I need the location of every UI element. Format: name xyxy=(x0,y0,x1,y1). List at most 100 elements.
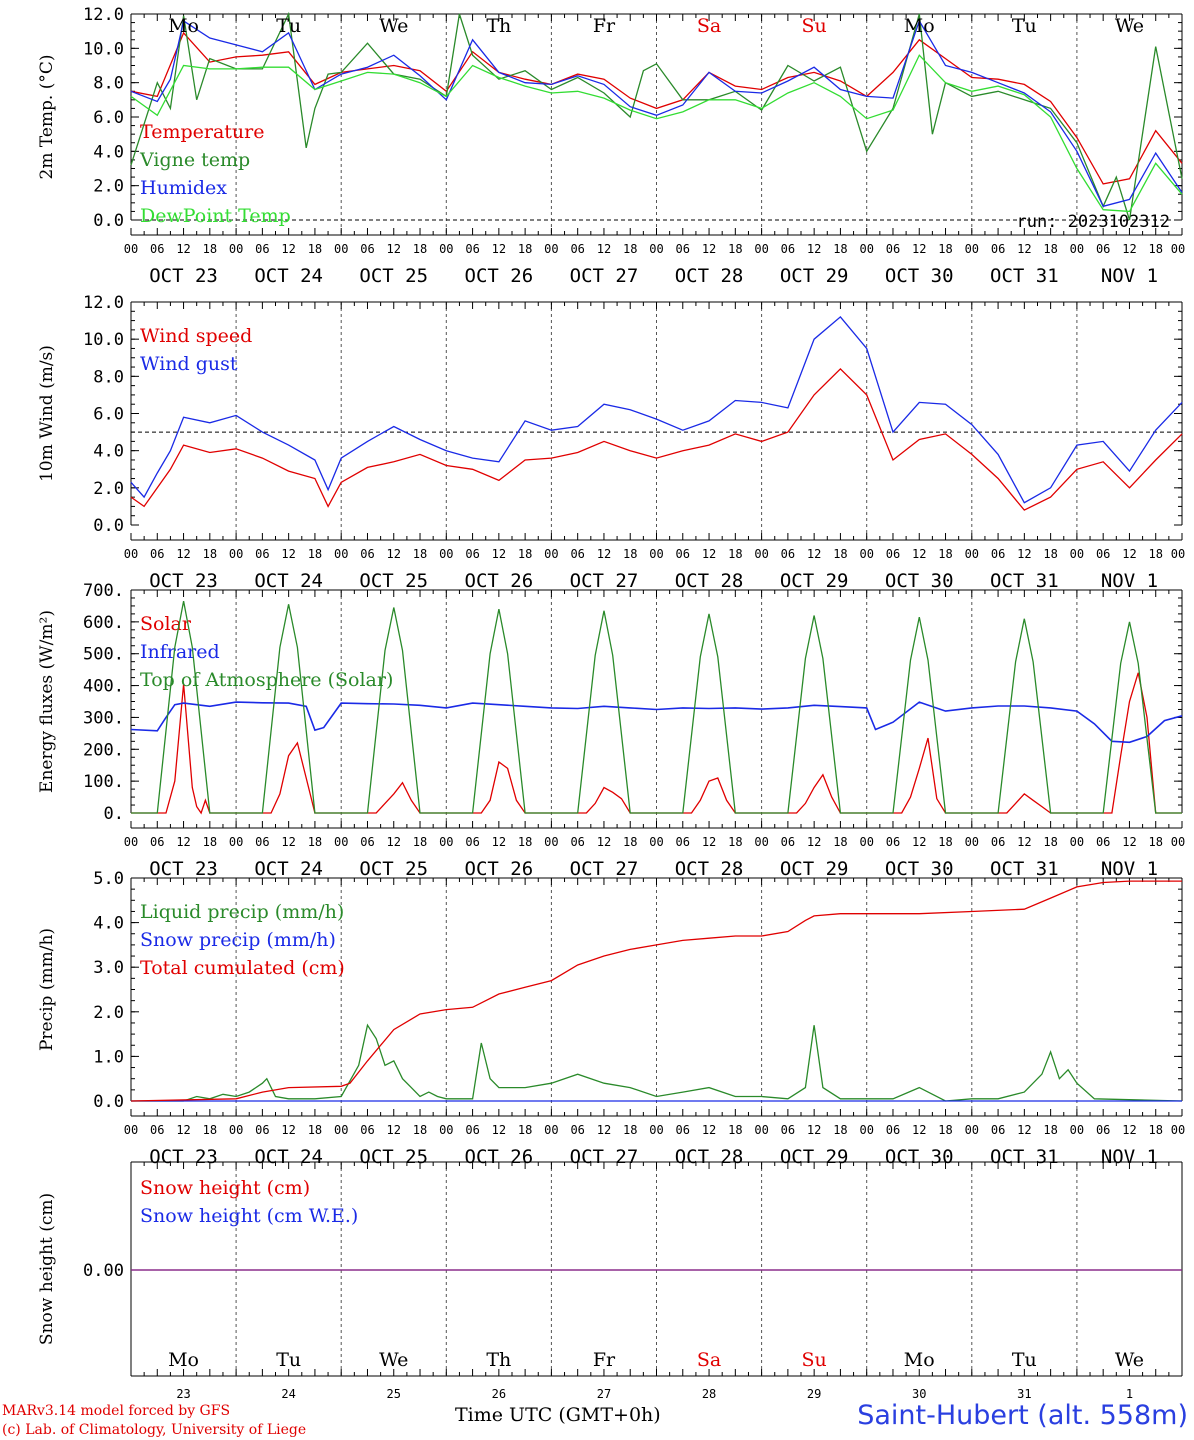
hour-label: 18 xyxy=(833,835,847,849)
hour-label: 00 xyxy=(649,835,663,849)
y-tick-label: 12.0 xyxy=(83,5,124,25)
hour-label: 12 xyxy=(1017,242,1031,256)
hour-label: 06 xyxy=(360,242,374,256)
hour-label: 00 xyxy=(124,242,138,256)
hour-label: 18 xyxy=(413,242,427,256)
legend-entry: Total cumulated (cm) xyxy=(140,957,345,979)
hour-label: 18 xyxy=(1148,835,1162,849)
hour-label: 06 xyxy=(1096,835,1110,849)
hour-label: 06 xyxy=(991,1123,1005,1137)
hour-label: 06 xyxy=(676,547,690,561)
date-label: OCT 31 xyxy=(990,265,1059,287)
hour-label: 18 xyxy=(413,835,427,849)
lab-credit: (c) Lab. of Climatology, University of L… xyxy=(2,1422,307,1438)
hour-label: 00 xyxy=(229,1123,243,1137)
y-tick-label: 8.0 xyxy=(93,367,124,387)
hour-label: 06 xyxy=(360,1123,374,1137)
hour-label: 18 xyxy=(623,242,637,256)
hour-label: 06 xyxy=(465,242,479,256)
hour-label: 18 xyxy=(833,547,847,561)
y-tick-label: 6.0 xyxy=(93,405,124,425)
date-label: OCT 26 xyxy=(465,570,534,592)
hour-label: 00 xyxy=(965,1123,979,1137)
legend-entry: Top of Atmosphere (Solar) xyxy=(140,669,393,691)
day-name-bottom: Fr xyxy=(593,1349,616,1371)
hour-label: 18 xyxy=(518,1123,532,1137)
hour-label: 06 xyxy=(1096,547,1110,561)
hour-label: 06 xyxy=(991,547,1005,561)
series-line-total-cumulated-cm- xyxy=(130,880,1182,1102)
y-tick-label: 0.0 xyxy=(93,1092,124,1112)
hour-label: 18 xyxy=(938,242,952,256)
hour-label: 12 xyxy=(492,242,506,256)
hour-label: 00 xyxy=(965,547,979,561)
hour-label: 00 xyxy=(229,835,243,849)
hour-label: 12 xyxy=(387,547,401,561)
hour-label: 06 xyxy=(676,835,690,849)
station-label: Saint-Hubert (alt. 558m) xyxy=(857,1400,1188,1431)
hour-label: 18 xyxy=(1043,242,1057,256)
date-label: OCT 28 xyxy=(675,858,744,880)
hour-label: 00 xyxy=(439,547,453,561)
hour-label: 00 xyxy=(229,547,243,561)
day-number: 1 xyxy=(1126,1387,1133,1401)
hour-label: 12 xyxy=(702,1123,716,1137)
hour-label: 00 xyxy=(1070,1123,1084,1137)
y-tick-label: 100. xyxy=(83,772,124,792)
hour-label: 00 xyxy=(1171,242,1185,256)
hour-label: 06 xyxy=(676,1123,690,1137)
hour-label: 12 xyxy=(807,242,821,256)
date-label: OCT 23 xyxy=(149,570,218,592)
hour-label: 06 xyxy=(360,547,374,561)
hour-label: 18 xyxy=(623,1123,637,1137)
hour-label: 18 xyxy=(308,547,322,561)
hour-label: 12 xyxy=(597,547,611,561)
hour-label: 12 xyxy=(176,1123,190,1137)
date-label: OCT 24 xyxy=(254,570,323,592)
hour-label: 12 xyxy=(387,242,401,256)
day-name-bottom: Mo xyxy=(168,1349,199,1371)
series-line-wind-speed xyxy=(130,367,1183,511)
day-name-top: Tu xyxy=(276,15,301,37)
legend-entry: Solar xyxy=(140,613,192,635)
hour-label: 00 xyxy=(544,1123,558,1137)
hour-label: 18 xyxy=(728,547,742,561)
hour-label: 18 xyxy=(728,242,742,256)
hour-label: 18 xyxy=(938,1123,952,1137)
time-axis-label: Time UTC (GMT+0h) xyxy=(455,1404,661,1426)
hour-label: 00 xyxy=(334,1123,348,1137)
hour-label: 06 xyxy=(886,547,900,561)
date-label: OCT 30 xyxy=(885,265,954,287)
hour-label: 06 xyxy=(255,835,269,849)
day-name-top: Su xyxy=(802,15,827,37)
date-label: OCT 28 xyxy=(675,265,744,287)
legend-entry: DewPoint Temp xyxy=(140,205,291,227)
date-label: OCT 25 xyxy=(359,570,428,592)
day-name-top: Th xyxy=(486,15,511,37)
panel-2: 00 06 12 18 OCT 23 00 06 12 18 OCT 24 00 06 12 18 OCT … xyxy=(37,293,1185,592)
hour-label: 06 xyxy=(150,547,164,561)
hour-label: 00 xyxy=(1070,547,1084,561)
series-line-top-of-atmosphere-solar- xyxy=(131,600,1182,814)
hour-label: 00 xyxy=(439,242,453,256)
hour-label: 18 xyxy=(518,547,532,561)
hour-label: 12 xyxy=(176,547,190,561)
hour-label: 06 xyxy=(781,547,795,561)
day-name-top: Sa xyxy=(697,15,721,37)
hour-label: 12 xyxy=(702,547,716,561)
y-tick-label: 12.0 xyxy=(83,293,124,313)
hour-label: 00 xyxy=(859,1123,873,1137)
hour-label: 06 xyxy=(570,242,584,256)
hour-label: 06 xyxy=(150,242,164,256)
y-axis-label: 10m Wind (m/s) xyxy=(37,345,57,482)
date-label: OCT 25 xyxy=(359,265,428,287)
day-number: 24 xyxy=(281,1387,295,1401)
date-label: OCT 31 xyxy=(990,570,1059,592)
hour-label: 18 xyxy=(413,547,427,561)
hour-label: 18 xyxy=(308,242,322,256)
day-name-top: Mo xyxy=(904,15,935,37)
day-number: 23 xyxy=(176,1387,190,1401)
hour-label: 12 xyxy=(1122,547,1136,561)
hour-label: 18 xyxy=(938,835,952,849)
series-line-temperature xyxy=(130,31,1183,185)
